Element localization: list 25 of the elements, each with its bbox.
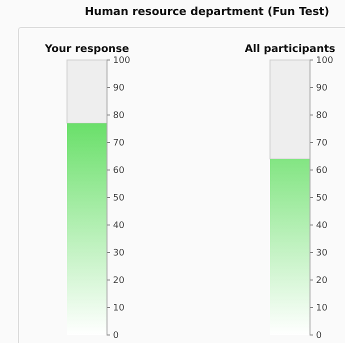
y-tick-label: 80 — [316, 110, 328, 121]
y-tick-label: 10 — [113, 303, 125, 314]
y-tick-label: 10 — [316, 303, 328, 314]
y-tick-label: 80 — [113, 110, 125, 121]
y-tick-label: 60 — [316, 166, 328, 176]
y-tick-label: 0 — [316, 330, 322, 341]
y-tick-label: 60 — [113, 166, 125, 176]
y-tick-label: 50 — [113, 193, 125, 204]
y-tick-label: 30 — [113, 248, 125, 258]
y-tick-label: 100 — [113, 56, 130, 66]
y-tick-label: 20 — [316, 276, 328, 286]
y-tick-label: 90 — [316, 83, 328, 94]
y-tick-label: 40 — [316, 220, 328, 231]
y-tick-label: 100 — [316, 56, 334, 66]
y-tick-label: 30 — [316, 248, 328, 258]
x-tick-label: Your response — [44, 43, 130, 55]
x-tick-label: All participants — [244, 43, 336, 55]
y-tick-label: 70 — [316, 138, 328, 148]
y-tick-label: 70 — [113, 138, 125, 148]
y-tick-label: 0 — [113, 330, 119, 341]
y-tick-label: 50 — [316, 193, 328, 204]
text: Human resource department (Fun Test) — [84, 5, 330, 18]
y-tick-label: 20 — [113, 276, 125, 286]
y-tick-label: 90 — [113, 83, 125, 94]
y-tick-label: 40 — [113, 220, 125, 231]
